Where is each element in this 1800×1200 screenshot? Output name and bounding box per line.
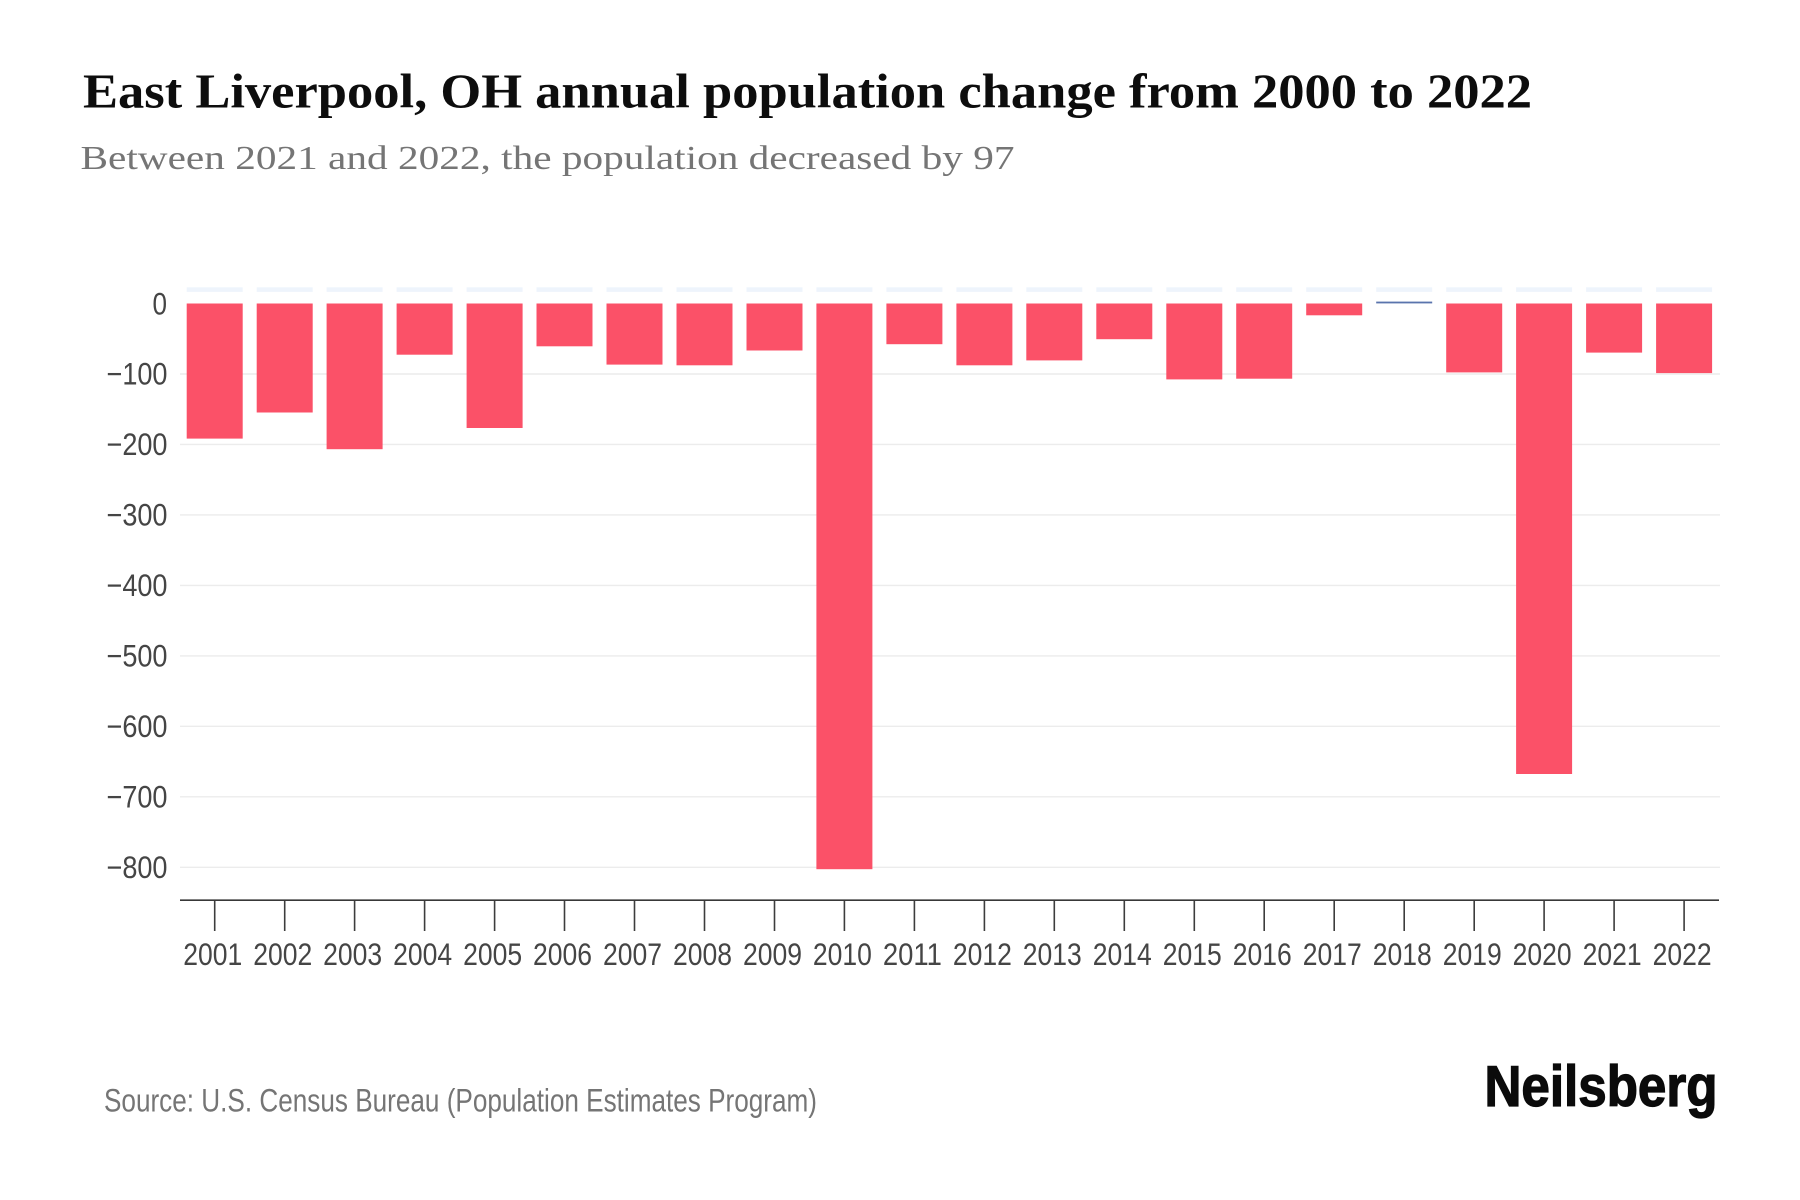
svg-text:2022: 2022 bbox=[1653, 937, 1712, 972]
svg-text:2011: 2011 bbox=[883, 937, 942, 972]
svg-text:2002: 2002 bbox=[253, 937, 312, 972]
svg-text:2013: 2013 bbox=[1023, 937, 1082, 972]
svg-text:2007: 2007 bbox=[603, 937, 662, 972]
svg-text:2014: 2014 bbox=[1093, 937, 1152, 972]
svg-text:−100: −100 bbox=[107, 357, 168, 392]
svg-text:2019: 2019 bbox=[1443, 937, 1502, 972]
svg-text:2016: 2016 bbox=[1233, 937, 1292, 972]
svg-text:2012: 2012 bbox=[953, 937, 1012, 972]
svg-text:2005: 2005 bbox=[463, 937, 522, 972]
svg-text:Source: U.S. Census Bureau (Po: Source: U.S. Census Bureau (Population E… bbox=[104, 1083, 817, 1119]
svg-text:−600: −600 bbox=[107, 709, 168, 744]
svg-text:2017: 2017 bbox=[1303, 937, 1362, 972]
svg-text:2010: 2010 bbox=[813, 937, 872, 972]
svg-text:2009: 2009 bbox=[743, 937, 802, 972]
svg-text:2001: 2001 bbox=[183, 937, 242, 972]
svg-text:−500: −500 bbox=[107, 639, 168, 674]
svg-text:2006: 2006 bbox=[533, 937, 592, 972]
svg-text:0: 0 bbox=[153, 286, 168, 321]
svg-text:2004: 2004 bbox=[393, 937, 452, 972]
svg-text:−700: −700 bbox=[107, 780, 168, 815]
svg-text:−200: −200 bbox=[107, 427, 168, 462]
svg-text:East Liverpool, OH annual popu: East Liverpool, OH annual population cha… bbox=[83, 64, 1532, 119]
svg-text:2015: 2015 bbox=[1163, 937, 1222, 972]
svg-text:−300: −300 bbox=[107, 498, 168, 533]
svg-text:2008: 2008 bbox=[673, 937, 732, 972]
svg-text:2020: 2020 bbox=[1513, 937, 1572, 972]
svg-text:−400: −400 bbox=[107, 568, 168, 603]
svg-text:−800: −800 bbox=[107, 850, 168, 885]
svg-text:2021: 2021 bbox=[1583, 937, 1642, 972]
svg-text:2003: 2003 bbox=[323, 937, 382, 972]
svg-text:2018: 2018 bbox=[1373, 937, 1432, 972]
svg-text:Between 2021 and 2022, the pop: Between 2021 and 2022, the population de… bbox=[81, 139, 1015, 177]
svg-text:Neilsberg: Neilsberg bbox=[1485, 1055, 1718, 1119]
